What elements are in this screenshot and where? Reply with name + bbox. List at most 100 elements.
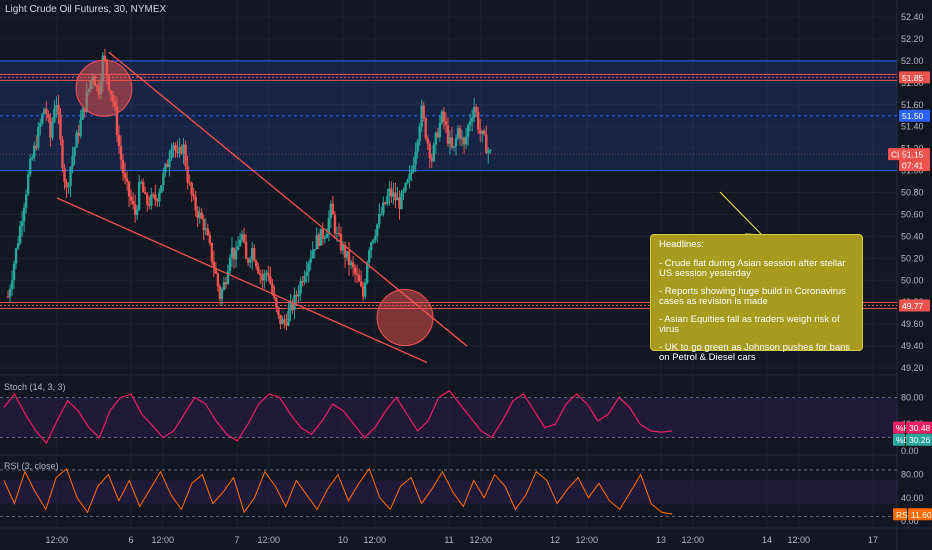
candle-body <box>204 228 207 231</box>
candle-body <box>69 166 72 187</box>
candle-body <box>432 144 435 161</box>
candle-body <box>73 147 76 157</box>
candle-body <box>53 108 56 122</box>
rsi-label[interactable]: RSI (3, close) <box>4 461 59 471</box>
candle-body <box>363 282 367 297</box>
candle-body <box>178 146 181 154</box>
mid-price-label: 51.50 <box>902 111 924 121</box>
candle-body <box>464 136 468 145</box>
time-tick: 12:00 <box>364 535 387 545</box>
candle-body <box>164 163 167 173</box>
candle-body <box>345 251 349 258</box>
candle-body <box>273 293 276 299</box>
candle-body <box>261 274 264 281</box>
candle-body <box>357 274 361 282</box>
stoch-tick: 0.00 <box>901 446 919 456</box>
candle-body <box>208 235 211 244</box>
candle-body <box>168 158 171 168</box>
candle-body <box>59 115 62 140</box>
stoch-d-tag: %D <box>896 435 910 445</box>
rsi-value: 11.60 <box>911 510 932 520</box>
candle-body <box>351 262 355 268</box>
candle-body <box>142 181 145 193</box>
candle-body <box>422 105 425 119</box>
candle-body <box>299 280 302 294</box>
candle-body <box>16 243 20 249</box>
stoch-k-tag: %K <box>896 423 910 433</box>
candle-body <box>162 172 165 186</box>
candle-body <box>460 138 464 140</box>
last-price-label: 51.15 <box>902 150 924 160</box>
candle-body <box>246 258 250 263</box>
candle-body <box>313 249 316 251</box>
candle-body <box>410 171 413 174</box>
candle-body <box>67 186 70 188</box>
stoch-label[interactable]: Stoch (14, 3, 3) <box>4 382 66 392</box>
stoch-d-value-bg <box>906 433 932 446</box>
candle-body <box>214 268 218 274</box>
candle-body <box>156 199 159 202</box>
time-axis[interactable]: 12:00 6 12:00 7 12:00 10 12:00 11 12:00 12 12:00 13… <box>46 535 878 545</box>
candle-body <box>39 123 42 128</box>
candle-body <box>77 132 80 136</box>
candle-body <box>252 248 256 262</box>
candle-body <box>216 273 220 287</box>
horizontal-levels <box>0 73 897 309</box>
candle-body <box>37 127 40 148</box>
candle-body <box>343 245 347 258</box>
highlight-circle <box>75 59 133 117</box>
price-tick: 52.20 <box>901 34 924 44</box>
candle-body <box>335 233 339 235</box>
candle-body <box>240 234 244 240</box>
candle-body <box>57 104 60 116</box>
stoch-tick: 80.00 <box>901 392 924 402</box>
blue-zone <box>0 60 897 171</box>
candle-body <box>202 218 205 231</box>
candle-body <box>158 192 161 202</box>
candle-body <box>472 106 476 118</box>
last-price-label-bg <box>899 148 930 161</box>
candle-body <box>230 247 234 258</box>
support-price-label-bg <box>899 299 930 312</box>
candle-body <box>81 108 84 120</box>
candle-body <box>301 280 304 283</box>
candle-body <box>400 192 403 209</box>
candle-body <box>8 289 12 297</box>
candle-body <box>446 125 450 144</box>
time-tick: 11 <box>444 535 453 545</box>
candle-body <box>22 207 26 222</box>
candle-body <box>414 151 417 165</box>
time-tick: 12:00 <box>682 535 705 545</box>
candle-body <box>170 149 173 159</box>
resistance-zone <box>0 60 897 172</box>
candle-body <box>476 112 480 130</box>
candle-body <box>242 234 246 243</box>
candle-body <box>146 194 149 205</box>
candle-body <box>255 261 258 267</box>
candle-body <box>41 113 44 124</box>
candle-body <box>43 108 46 114</box>
candle-body <box>277 307 280 315</box>
price-tick: 50.40 <box>901 231 924 241</box>
rsi-tick: 80.00 <box>901 470 924 480</box>
candle-body <box>311 250 314 259</box>
candle-body <box>267 272 270 277</box>
price-tick: 49.40 <box>901 341 924 351</box>
candle-body <box>378 213 381 225</box>
candle-body <box>305 272 308 277</box>
callout-bullet: - UK to go green as Johnson pushes for b… <box>659 341 851 363</box>
time-tick: 6 <box>128 535 133 545</box>
candle-body <box>444 120 448 126</box>
time-tick: 13 <box>656 535 666 545</box>
candle-body <box>281 319 284 325</box>
candle-body <box>139 181 143 183</box>
price-tick: 52.00 <box>901 56 924 66</box>
callout-bullet: - Reports showing huge build in Coronavi… <box>659 285 846 307</box>
candle-body <box>380 213 383 215</box>
candle-body <box>416 141 419 152</box>
candle-body <box>224 282 228 284</box>
rsi-tick: 40.00 <box>901 493 924 503</box>
price-axis[interactable]: 52.4052.2052.0051.8051.6051.4051.2051.00… <box>901 12 924 526</box>
stoch-k-value: 30.48 <box>909 423 931 433</box>
